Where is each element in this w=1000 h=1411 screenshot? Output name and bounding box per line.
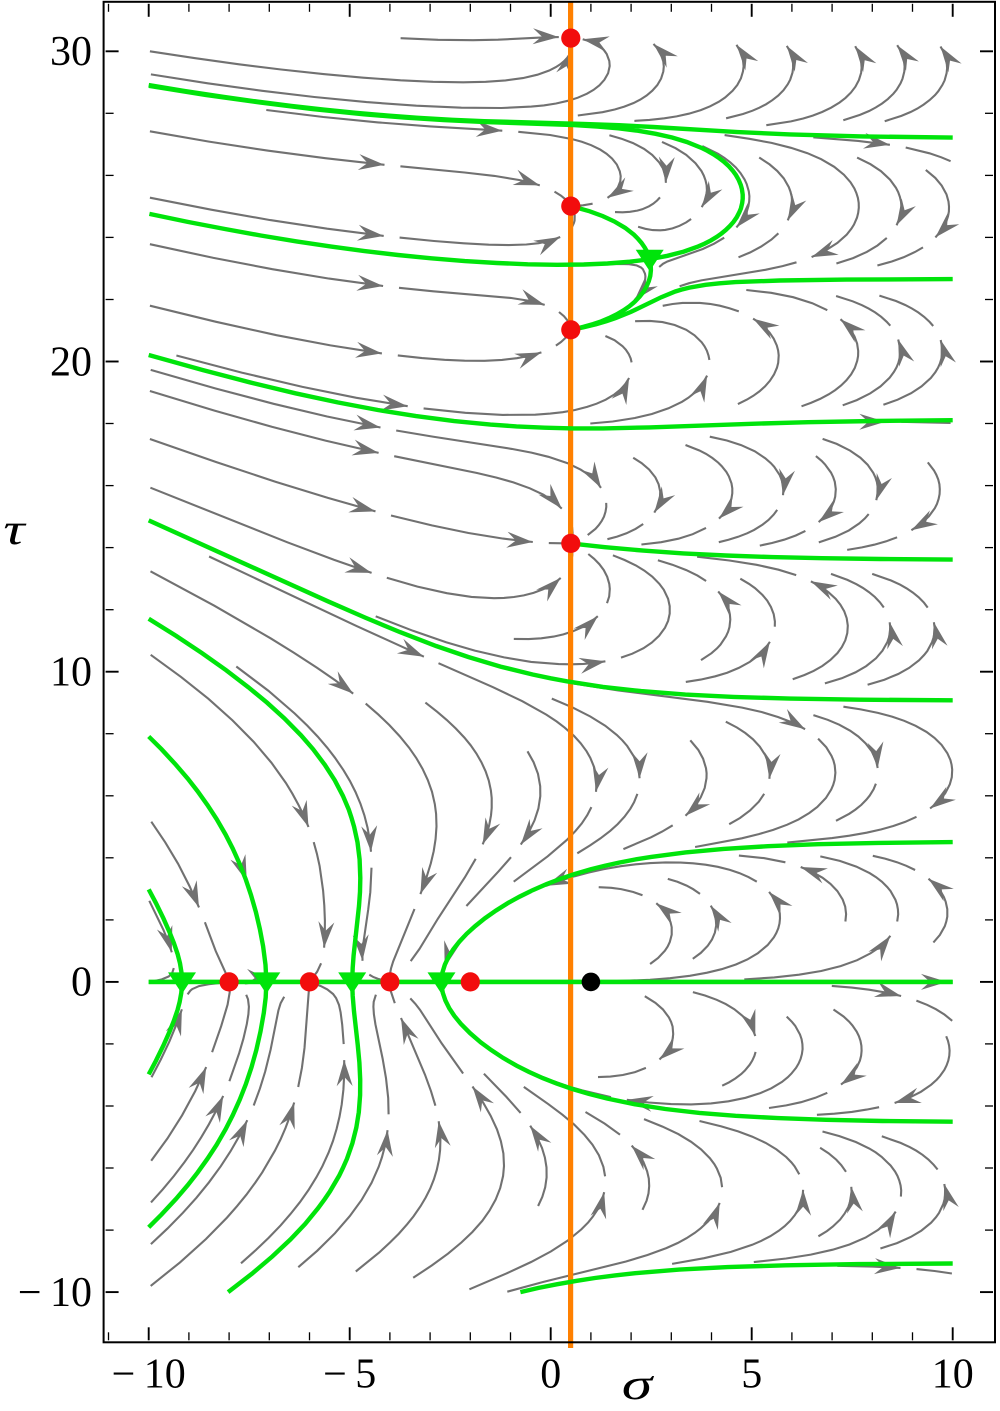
svg-text:10: 10	[50, 650, 92, 696]
svg-text:− 5: − 5	[323, 1352, 376, 1398]
svg-text:− 10: − 10	[112, 1352, 186, 1398]
svg-text:σ: σ	[622, 1360, 655, 1406]
svg-text:− 10: − 10	[18, 1270, 92, 1316]
svg-text:0: 0	[540, 1352, 561, 1398]
svg-text:5: 5	[741, 1352, 762, 1398]
svg-text:20: 20	[50, 339, 92, 385]
svg-text:0: 0	[71, 960, 92, 1006]
svg-text:10: 10	[932, 1352, 974, 1398]
svg-text:τ: τ	[3, 505, 27, 554]
svg-text:30: 30	[50, 29, 92, 75]
